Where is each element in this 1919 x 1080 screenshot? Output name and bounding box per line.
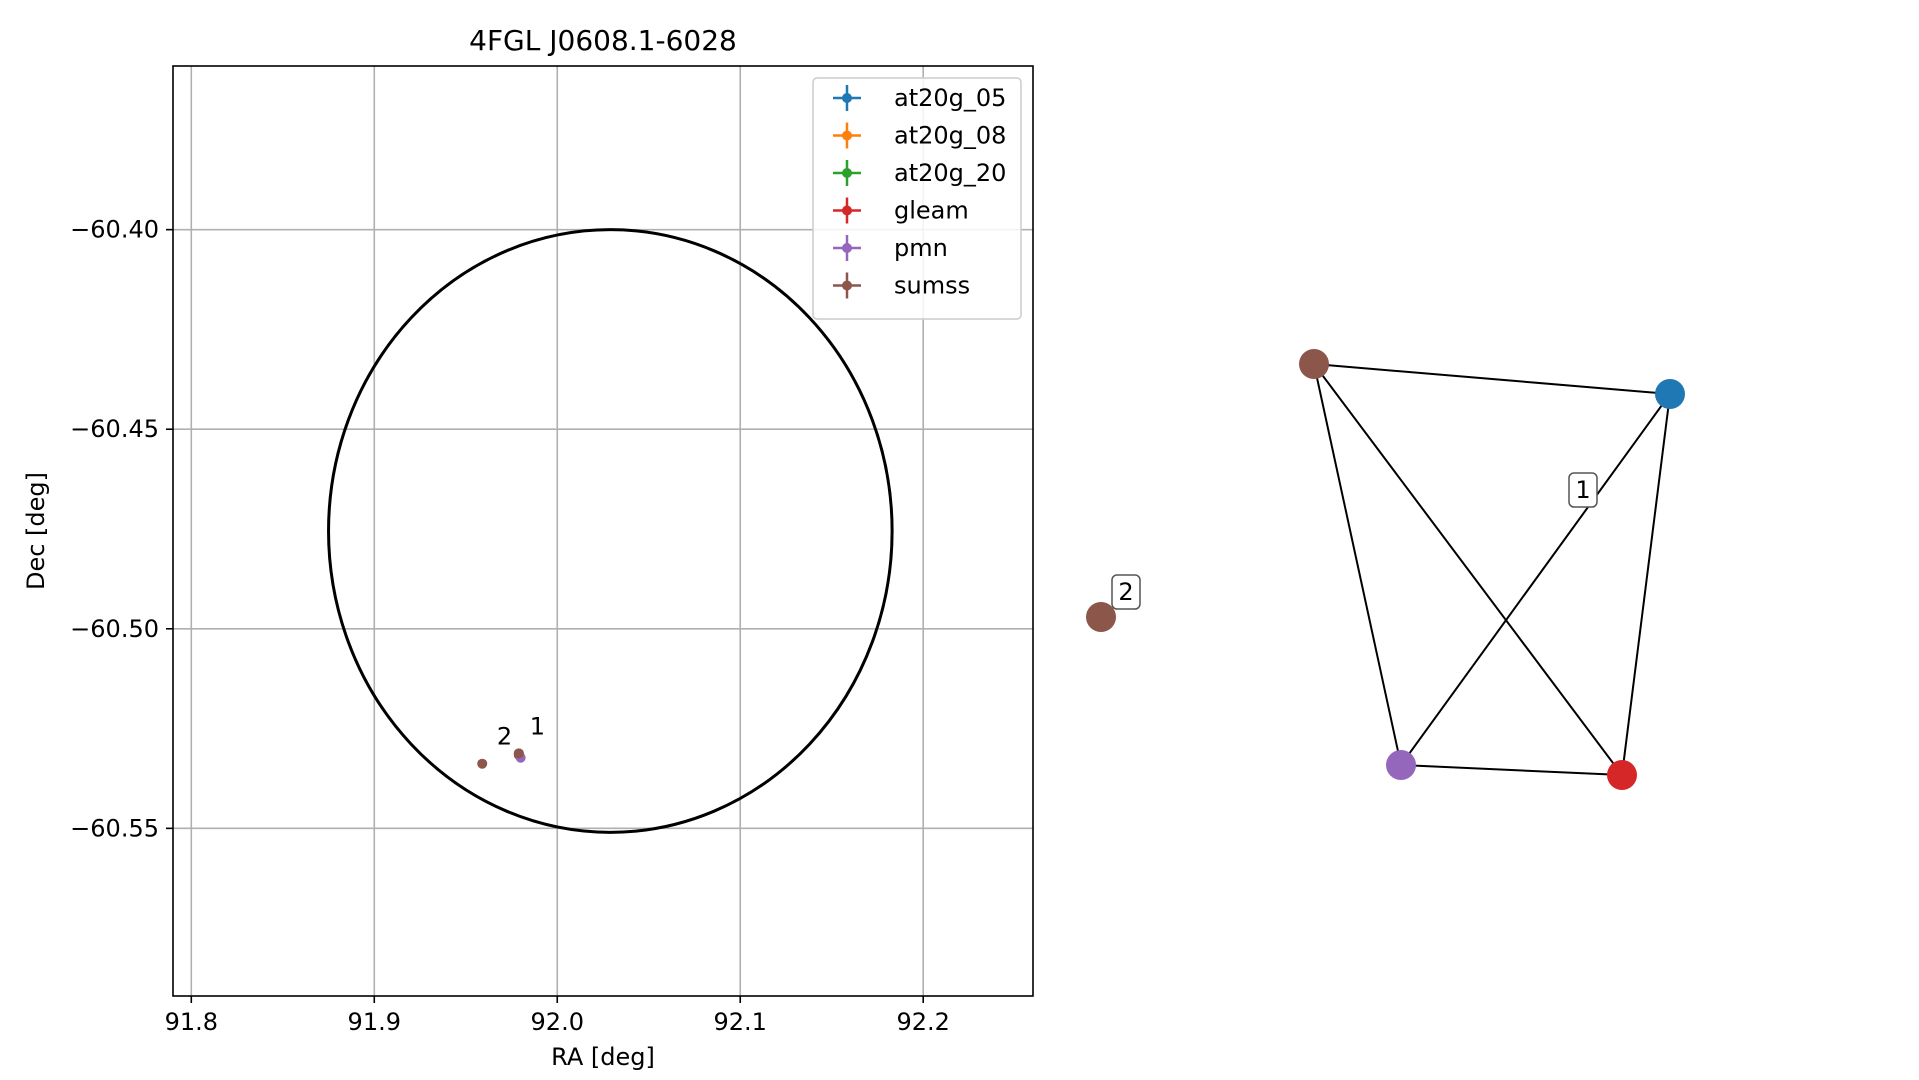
y-axis-label: Dec [deg] (22, 472, 50, 590)
graph-node-gleam (1607, 760, 1637, 790)
legend-marker-sumss (842, 280, 852, 291)
graph-edge-sumss-1-gleam (1313, 363, 1623, 776)
legend-item-sumss: sumss (833, 272, 970, 300)
graph-node-sumss-1 (1299, 349, 1329, 379)
crossmatch-graph: 12 (1086, 349, 1685, 790)
graph-edge-pmn-gleam (1400, 764, 1623, 776)
graph-label-box-1 (1568, 472, 1598, 508)
legend-frame (812, 77, 1022, 320)
sky-position-plot: 4FGL J0608.1-6028 12 91.8 91.9 92.0 92.1 92.2 −… (22, 24, 1034, 1071)
legend-marker-at20g_20 (842, 168, 852, 178)
x-axis-label: RA [deg] (551, 1043, 655, 1071)
legend-marker-gleam (842, 205, 852, 216)
legend-label-gleam: gleam (894, 197, 969, 225)
y-tick-label-1: −60.45 (70, 415, 159, 443)
axes-frame (172, 65, 1034, 997)
legend-label-at20g_08: at20g_08 (894, 122, 1006, 150)
legend-label-pmn: pmn (894, 234, 948, 262)
legend-marker-at20g_05 (842, 93, 852, 103)
graph-label-2: 2 (1111, 574, 1141, 610)
graph-edge-sumss-1-pmn (1313, 363, 1402, 766)
point-annotation-2: 2 (497, 723, 512, 751)
y-tick-label-0: −60.40 (70, 216, 159, 244)
legend-label-at20g_05: at20g_05 (894, 84, 1006, 112)
graph-label-text-2: 2 (1118, 578, 1133, 606)
localization-ellipse (327, 228, 894, 834)
legend-item-pmn: pmn (833, 234, 948, 262)
x-tick-label-4: 92.2 (896, 1008, 949, 1036)
legend-item-at20g_08: at20g_08 (833, 122, 1006, 150)
x-tick-label-2: 92.0 (531, 1008, 584, 1036)
x-tick-label-3: 92.1 (714, 1008, 767, 1036)
point-sumss-1 (477, 758, 488, 769)
point-sumss-0 (513, 748, 524, 759)
legend-label-at20g_20: at20g_20 (894, 159, 1006, 187)
legend-item-at20g_20: at20g_20 (833, 159, 1006, 187)
x-tick-label-1: 91.9 (348, 1008, 401, 1036)
graph-edge-at20g-gleam (1621, 393, 1671, 776)
point-annotation-1: 1 (530, 713, 545, 741)
legend-marker-pmn (842, 243, 852, 253)
graph-node-pmn (1386, 750, 1416, 780)
graph-edge-at20g-pmn (1400, 393, 1671, 766)
chart-title: 4FGL J0608.1-6028 (469, 24, 737, 57)
graph-node-at20g (1655, 379, 1685, 409)
legend-marker-at20g_08 (842, 130, 852, 141)
graph-node-sumss-2 (1086, 602, 1116, 632)
legend-label-sumss: sumss (894, 272, 970, 300)
graph-label-1: 1 (1568, 472, 1598, 508)
legend-item-at20g_05: at20g_05 (833, 84, 1006, 112)
y-tick-label-3: −60.55 (70, 814, 159, 842)
graph-label-box-2 (1111, 574, 1141, 610)
x-tick-label-0: 91.8 (165, 1008, 218, 1036)
y-tick-label-2: −60.50 (70, 615, 159, 643)
graph-edge-sumss-1-at20g (1313, 363, 1671, 395)
graph-label-text-1: 1 (1575, 476, 1590, 504)
legend-item-gleam: gleam (833, 197, 969, 225)
